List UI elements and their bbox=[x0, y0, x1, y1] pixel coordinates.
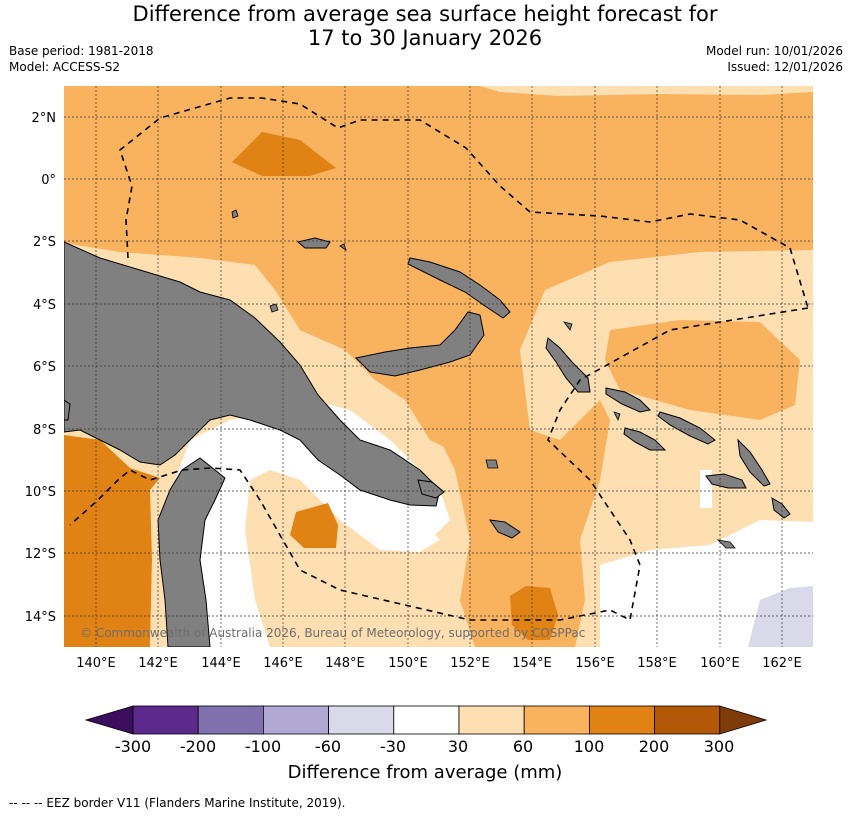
eez-legend-note: -- -- -- EEZ border V11 (Flanders Marine… bbox=[9, 796, 346, 810]
lon-label: 156°E bbox=[575, 656, 615, 671]
colorbar-tick-label: 30 bbox=[448, 737, 468, 756]
bougainville-land bbox=[545, 337, 591, 393]
colorbar-tick-label: -60 bbox=[315, 737, 341, 756]
colorbar-segment bbox=[328, 705, 395, 735]
lat-label: 12°S bbox=[25, 547, 56, 562]
map-area: © Commonwealth of Australia 2026, Bureau… bbox=[64, 86, 813, 647]
latitude-labels: 2°N 0° 2°S 4°S 6°S 8°S 10°S 12°S 14°S bbox=[25, 111, 56, 625]
new-britain-land bbox=[354, 311, 485, 377]
graticule bbox=[64, 86, 813, 647]
colorbar-title: Difference from average (mm) bbox=[288, 762, 563, 783]
lat-label: 6°S bbox=[33, 360, 56, 375]
colorbar-tick-label: -100 bbox=[245, 737, 281, 756]
colorbar-segment bbox=[458, 705, 525, 735]
colorbar-segment bbox=[132, 705, 199, 735]
lon-label: 158°E bbox=[637, 656, 677, 671]
lat-label: 2°S bbox=[33, 235, 56, 250]
anomaly-100-200-north bbox=[232, 132, 336, 176]
lon-label: 154°E bbox=[512, 656, 552, 671]
model-info: Base period: 1981-2018 Model: ACCESS-S2 bbox=[9, 43, 154, 75]
solomon-island-makira bbox=[705, 473, 747, 489]
colorbar-extend-high bbox=[719, 705, 768, 735]
colorbar-tick-label: -30 bbox=[380, 737, 406, 756]
title-line-2: 17 to 30 January 2026 bbox=[307, 26, 543, 50]
lon-label: 150°E bbox=[388, 656, 428, 671]
anomaly-60-100-east bbox=[605, 320, 800, 420]
solomon-island-malaita bbox=[737, 438, 771, 487]
lat-label: 14°S bbox=[25, 610, 56, 625]
run-info: Model run: 10/01/2026 Issued: 12/01/2026 bbox=[706, 43, 843, 75]
anomaly-negative-southeast bbox=[748, 586, 813, 647]
copyright-text: © Commonwealth of Australia 2026, Bureau… bbox=[80, 626, 585, 640]
colorbar-tick-label: -200 bbox=[180, 737, 216, 756]
colorbar-segment bbox=[393, 705, 460, 735]
anomaly-100-200-southeast bbox=[510, 586, 558, 640]
dentrecasteaux-islands-land bbox=[417, 479, 445, 499]
cape-york-land bbox=[157, 457, 226, 647]
colorbar-tick-label: -300 bbox=[115, 737, 151, 756]
new-ireland-land bbox=[407, 257, 511, 319]
louisiade-islands-land bbox=[488, 519, 521, 539]
anomaly-100-200-coral-sea bbox=[290, 503, 338, 548]
solomon-island-santa-isabel bbox=[657, 411, 716, 445]
lat-label: 10°S bbox=[25, 485, 56, 500]
colorbar-tick-label: 200 bbox=[639, 737, 670, 756]
lon-label: 140°E bbox=[76, 656, 116, 671]
colorbar-segment bbox=[262, 705, 329, 735]
manus-island-land bbox=[296, 237, 331, 249]
colorbar-segment bbox=[589, 705, 656, 735]
solomon-island-choiseul bbox=[605, 387, 652, 413]
lat-label: 4°S bbox=[33, 298, 56, 313]
colorbar-tick-label: 300 bbox=[704, 737, 735, 756]
lon-label: 160°E bbox=[700, 656, 740, 671]
anomaly-30-60-north bbox=[480, 86, 813, 96]
longitude-labels: 140°E 142°E 144°E 146°E 148°E 150°E 152°… bbox=[76, 656, 802, 671]
colorbar-ticks: -300 -200 -100 -60 -30 30 60 100 200 300 bbox=[115, 737, 734, 756]
lon-label: 144°E bbox=[201, 656, 241, 671]
lat-label: 8°S bbox=[33, 423, 56, 438]
colorbar-extend-low bbox=[84, 705, 134, 735]
page-title: Difference from average sea surface heig… bbox=[0, 2, 850, 50]
colorbar-segment bbox=[523, 705, 590, 735]
lat-label: 0° bbox=[41, 173, 56, 188]
lon-label: 146°E bbox=[263, 656, 303, 671]
lon-label: 148°E bbox=[325, 656, 365, 671]
solomon-island-santa-cruz bbox=[771, 497, 791, 519]
lon-label: 162°E bbox=[762, 656, 802, 671]
australia-top-end-land bbox=[64, 399, 71, 421]
colorbar-tick-label: 60 bbox=[513, 737, 533, 756]
anomaly-60-100-tongue bbox=[390, 330, 610, 647]
model-run-date: Model run: 10/01/2026 bbox=[705, 44, 843, 58]
issued-date: Issued: 12/01/2026 bbox=[727, 60, 843, 74]
model-name: Model: ACCESS-S2 bbox=[9, 60, 121, 74]
base-period: Base period: 1981-2018 bbox=[9, 44, 154, 58]
colorbar-tick-label: 100 bbox=[574, 737, 605, 756]
colorbar-segment bbox=[654, 705, 721, 735]
lon-label: 142°E bbox=[138, 656, 178, 671]
anomaly-100-200-west bbox=[64, 435, 160, 647]
title-line-1: Difference from average sea surface heig… bbox=[132, 2, 718, 26]
lon-label: 152°E bbox=[450, 656, 490, 671]
colorbar-segment bbox=[197, 705, 264, 735]
lat-label: 2°N bbox=[32, 111, 57, 126]
colorbar bbox=[84, 705, 768, 735]
solomon-island-guadalcanal bbox=[623, 427, 667, 451]
